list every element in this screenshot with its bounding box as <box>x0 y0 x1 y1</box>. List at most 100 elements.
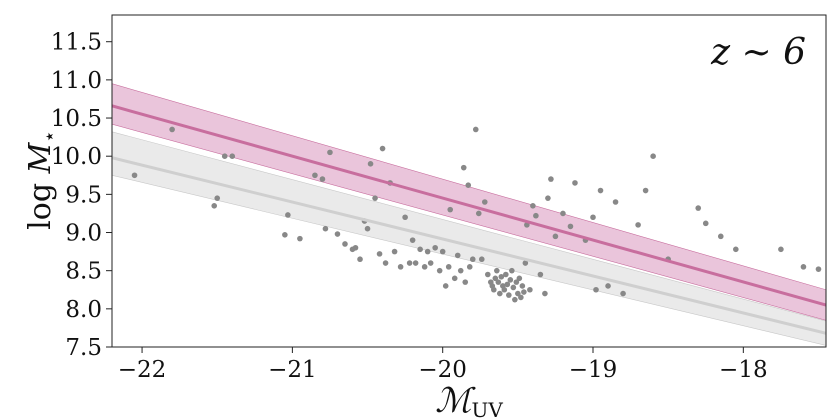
y-tick-label: 8.5 <box>65 259 102 285</box>
data-point <box>432 244 438 251</box>
data-point <box>620 290 626 297</box>
plot-frame <box>111 14 827 348</box>
data-point <box>131 172 138 179</box>
data-point <box>465 182 472 188</box>
y-tick-label: 11.0 <box>51 68 102 94</box>
data-point <box>469 256 476 263</box>
data-point <box>778 246 784 253</box>
x-tick-label: −21 <box>268 357 317 383</box>
y-tick-label: 8.0 <box>65 297 102 323</box>
y-axis-label-var: M <box>23 141 58 174</box>
data-point <box>695 205 702 211</box>
data-point <box>327 149 333 156</box>
data-point <box>439 248 446 255</box>
data-point <box>229 153 236 159</box>
y-tick-label: 9.0 <box>65 221 102 247</box>
x-axis-label-sub: UV <box>472 398 504 420</box>
x-tick-label: −20 <box>418 357 467 383</box>
x-tick-label: −18 <box>719 357 768 383</box>
data-point <box>478 256 485 263</box>
data-point <box>376 251 383 257</box>
data-point <box>542 290 548 297</box>
data-point <box>518 294 524 301</box>
data-point <box>509 267 515 274</box>
data-point <box>372 195 378 201</box>
gray-fit-band <box>112 131 826 346</box>
data-point <box>214 195 221 201</box>
data-point <box>519 283 526 289</box>
data-points <box>131 126 822 303</box>
y-tick-label: 10.5 <box>51 106 102 132</box>
data-point <box>402 214 408 221</box>
y-tick-label: 9.5 <box>65 182 102 208</box>
data-point <box>612 199 619 205</box>
data-point <box>457 267 464 274</box>
data-point <box>521 289 527 295</box>
data-point <box>282 232 288 238</box>
data-point <box>512 296 518 303</box>
data-point <box>530 203 536 209</box>
gray-fit-line <box>112 156 826 335</box>
data-point <box>460 164 467 171</box>
data-point <box>342 241 348 247</box>
data-point <box>297 235 303 242</box>
data-point <box>522 260 529 266</box>
data-point <box>815 266 822 272</box>
data-point <box>367 161 374 167</box>
data-point <box>491 286 497 293</box>
data-point <box>364 225 371 232</box>
data-point <box>436 267 443 274</box>
data-point <box>507 277 514 283</box>
data-point <box>635 222 641 228</box>
data-point <box>548 176 554 182</box>
data-point <box>447 206 454 213</box>
data-point <box>352 244 359 251</box>
data-point <box>442 283 449 289</box>
data-point <box>424 248 431 255</box>
y-tick-label: 10.0 <box>51 144 102 170</box>
redshift-annotation: z ∼ 6 <box>710 32 806 73</box>
data-point <box>733 246 739 253</box>
data-point <box>702 220 709 227</box>
data-point <box>503 271 509 278</box>
data-point <box>466 264 473 270</box>
x-tick-label: −19 <box>569 357 618 383</box>
data-point <box>312 172 318 179</box>
data-point <box>800 264 807 270</box>
data-point <box>462 279 469 285</box>
data-point <box>169 126 175 133</box>
data-point <box>421 264 428 270</box>
fit-bands <box>112 83 826 346</box>
data-point <box>537 271 544 278</box>
data-point <box>211 203 218 209</box>
pink-fit-band <box>112 83 826 321</box>
data-point <box>322 225 329 232</box>
data-point <box>412 260 419 266</box>
data-point <box>481 199 488 205</box>
data-point <box>382 260 389 266</box>
data-point <box>454 252 461 259</box>
data-point <box>501 286 508 293</box>
data-point <box>221 153 228 159</box>
data-point <box>567 223 574 230</box>
x-tick-label: −22 <box>118 357 167 383</box>
data-point <box>492 275 499 282</box>
y-tick-label: 11.5 <box>51 30 102 56</box>
data-point <box>417 246 423 253</box>
data-point <box>427 260 434 266</box>
data-point <box>515 290 521 297</box>
data-point <box>409 237 416 243</box>
data-point <box>552 233 559 240</box>
data-point <box>572 180 578 186</box>
data-point <box>495 279 502 285</box>
data-point <box>319 176 326 182</box>
data-point <box>504 281 511 288</box>
data-point <box>498 273 505 280</box>
data-point <box>406 260 413 266</box>
data-point <box>590 214 596 221</box>
data-point <box>391 248 398 255</box>
y-axis-ticks: 7.5 8.0 8.5 9.0 9.5 10.0 10.5 11.0 11.5 <box>51 30 112 361</box>
data-point <box>334 231 341 237</box>
data-point <box>472 126 479 133</box>
